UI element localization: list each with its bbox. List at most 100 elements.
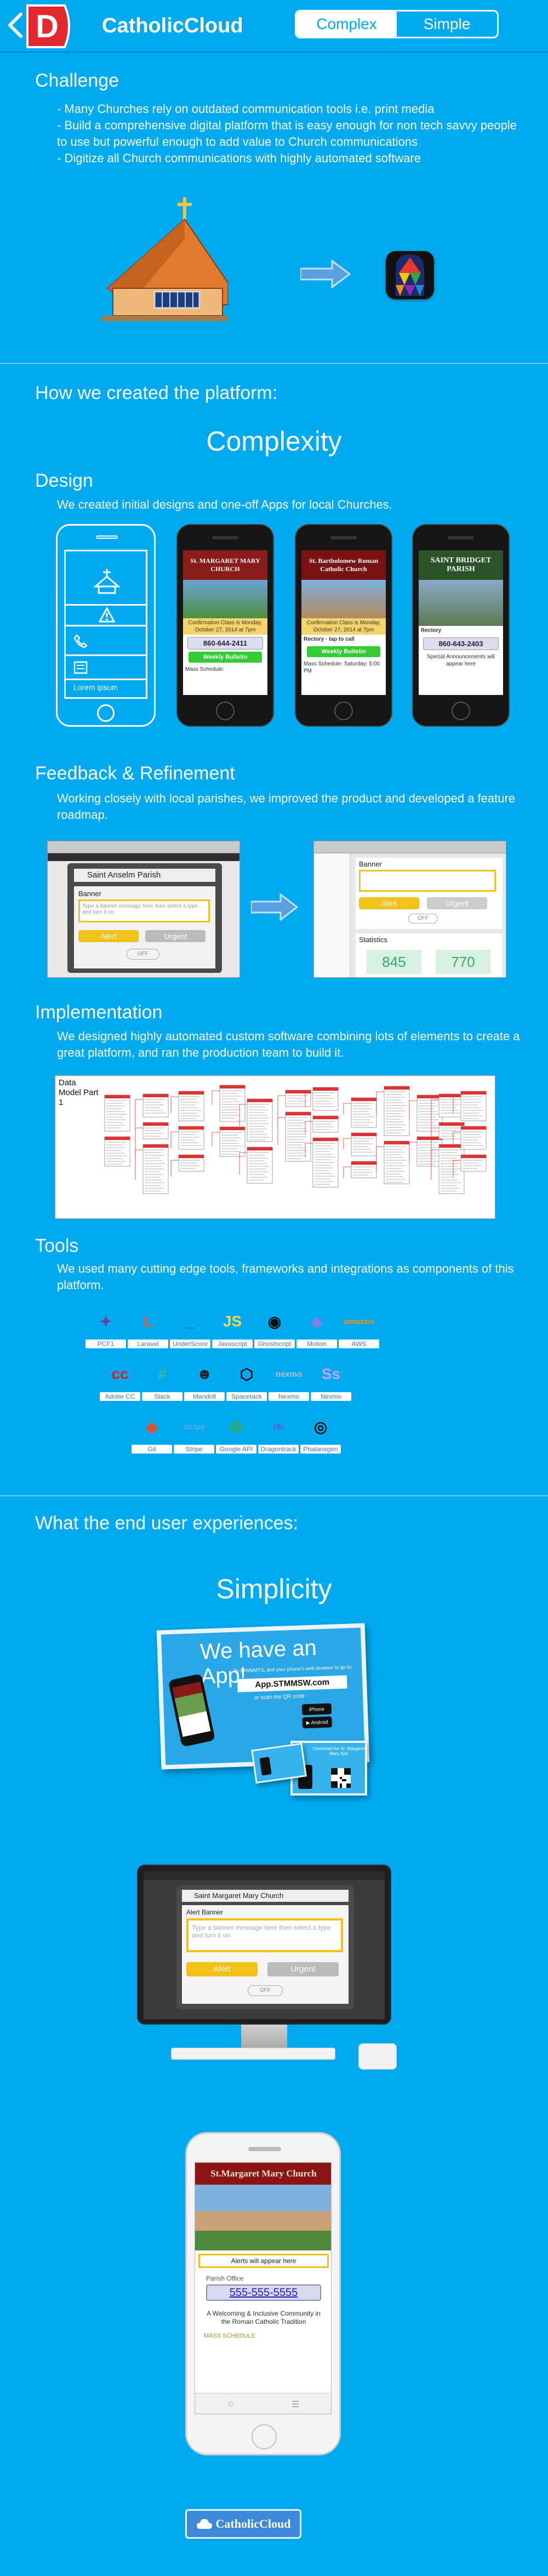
phone1-footer: Mass Schedule: xyxy=(185,666,225,673)
stat-b: 770 xyxy=(436,950,490,974)
phone3-number: 860-643-2403 xyxy=(423,637,499,650)
tool-laravel: L Laravel xyxy=(128,1307,168,1348)
desktop-alert-button[interactable]: Alert xyxy=(186,1962,258,1976)
erd-relation xyxy=(135,1127,143,1158)
header-bar: D CatholicCloud Complex Simple xyxy=(0,0,548,53)
tool-label: Adobe CC xyxy=(100,1392,140,1401)
final-phone-screen: St.Margaret Mary Church Alerts will appe… xyxy=(195,2162,332,2414)
platform-title: How we created the platform: xyxy=(35,383,278,403)
tool-logo-icon: ◎ xyxy=(313,1418,328,1435)
phone2-footer: Mass Schedule: Saturday: 5:00 PM xyxy=(304,661,380,674)
tool-javascript: JS Javascript xyxy=(212,1307,253,1348)
erd-table xyxy=(438,1144,465,1194)
church-photo xyxy=(301,580,386,618)
off-toggle[interactable]: OFF xyxy=(127,949,159,960)
church-photo xyxy=(419,580,503,626)
google-play-badge[interactable]: ▶ Android xyxy=(302,1716,333,1729)
tool-logo-icon: stripe xyxy=(182,1422,206,1432)
erd-table xyxy=(178,1154,204,1172)
back-chevron-icon[interactable] xyxy=(7,12,25,38)
arrow-right-icon xyxy=(300,260,351,288)
off-toggle-2[interactable]: OFF xyxy=(408,914,438,924)
erd-relation xyxy=(305,1143,313,1157)
urgent-button[interactable]: Urgent xyxy=(145,930,206,942)
erd-table xyxy=(104,1136,130,1167)
document-icon xyxy=(73,661,88,674)
tool-dragontrack: ❧ Dragontrack xyxy=(258,1412,299,1454)
tool-label: Motion xyxy=(296,1340,337,1348)
tool-google-api: ✿ Google API xyxy=(216,1412,256,1454)
tool-logo-icon: ◆ xyxy=(146,1418,158,1435)
tool-logo-icon: nexmo xyxy=(275,1369,302,1379)
desktop-banner-input[interactable]: Type a banner message here then select a… xyxy=(186,1918,343,1952)
banner-label-2: Banner xyxy=(359,860,382,868)
erd-relation xyxy=(431,1099,439,1130)
challenge-bullet-1: - Many Churches rely on outdated communi… xyxy=(57,102,435,116)
erd-tables xyxy=(104,1085,487,1194)
enduser-title: What the end user experiences: xyxy=(35,1513,299,1534)
tool-logo-icon: ◉ xyxy=(267,1313,282,1330)
urgent-button-2[interactable]: Urgent xyxy=(427,897,487,909)
erd-table xyxy=(460,1091,487,1121)
home-button[interactable] xyxy=(252,2424,277,2449)
erd-table xyxy=(460,1126,487,1150)
banner-input[interactable]: Type a banner message here then select a… xyxy=(78,899,210,922)
alert-button-2[interactable]: Alert xyxy=(359,897,419,909)
tools-text: We used many cutting edge tools, framewo… xyxy=(57,1262,514,1292)
desktop-monitor: Saint Margaret Mary Church Alert Banner … xyxy=(137,1865,391,2025)
erd-relation xyxy=(212,1090,220,1104)
desktop-off-toggle[interactable]: OFF xyxy=(248,1985,283,1996)
app-store-badge[interactable]: iPhone xyxy=(301,1703,332,1716)
erd-table xyxy=(351,1161,377,1178)
erd-relation xyxy=(431,1127,439,1158)
implementation-title: Implementation xyxy=(35,1002,163,1023)
tool-logo-icon: _ xyxy=(186,1313,195,1330)
complexity-toggle[interactable]: Complex Simple xyxy=(295,10,499,38)
banner-input-2[interactable] xyxy=(359,870,496,892)
tool-label: Javascript xyxy=(212,1340,253,1348)
tool-label: AWS xyxy=(339,1340,379,1348)
erd-table xyxy=(142,1122,169,1139)
erd-table xyxy=(384,1086,410,1136)
mass-schedule-link[interactable]: MASS SCHEDULE xyxy=(204,2333,256,2339)
erd-relation xyxy=(305,1092,313,1107)
stained-glass-app-icon xyxy=(386,251,434,299)
dashboard-sidebar xyxy=(314,853,350,977)
church-photo xyxy=(195,2185,331,2250)
toggle-simple[interactable]: Simple xyxy=(423,15,471,32)
home-tab-icon[interactable]: ⌂ xyxy=(228,2399,233,2408)
toggle-complex[interactable]: Complex xyxy=(296,12,397,37)
church-outline-icon xyxy=(93,569,121,594)
tool-label: Mandrill xyxy=(184,1392,225,1401)
feedback-title: Feedback & Refinement xyxy=(35,763,235,784)
erd-relation xyxy=(453,1096,461,1113)
erd-relation xyxy=(343,1138,351,1149)
erd-relation xyxy=(239,1152,247,1175)
erd-relation xyxy=(343,1103,351,1114)
wireframe-home-button xyxy=(97,704,115,722)
erd-relation xyxy=(170,1096,179,1113)
erd-table xyxy=(104,1095,130,1132)
erd-relation xyxy=(409,1100,417,1120)
qr-code xyxy=(331,1768,351,1788)
alert-button[interactable]: Alert xyxy=(78,930,139,942)
tool-label: Dragontrack xyxy=(258,1445,299,1454)
card-text: Download the St. Margaret Mary App xyxy=(312,1746,365,1756)
tool-logo-icon: ◈ xyxy=(311,1313,323,1330)
footer-logo-text: CatholicCloud xyxy=(215,2517,291,2531)
parish-phone-number[interactable]: 555-555-5555 xyxy=(206,2284,321,2301)
tool-logo-icon: cc xyxy=(111,1365,129,1382)
feedback-text: Working closely with local parishes, we … xyxy=(57,791,516,822)
desktop-parish: Saint Margaret Mary Church xyxy=(182,1890,349,1902)
phone3-banner: SAINT BRIDGET PARISH xyxy=(419,550,503,580)
footer-logo: CatholicCloud xyxy=(185,2509,301,2539)
tool-logo-icon: ✿ xyxy=(230,1418,243,1435)
app-card-small xyxy=(251,1742,307,1784)
wireframe-phone: Lorem ipsum xyxy=(56,524,156,727)
app-title: CatholicCloud xyxy=(102,14,243,37)
phone2-bulletin-button: Weekly Bulletin xyxy=(307,646,380,657)
tool-stripe: stripe Stripe xyxy=(174,1412,214,1454)
challenge-bullet-3: - Digitize all Church communications wit… xyxy=(57,151,421,165)
desktop-urgent-button[interactable]: Urgent xyxy=(267,1962,339,1976)
menu-tab-icon[interactable]: ☰ xyxy=(292,2400,300,2409)
